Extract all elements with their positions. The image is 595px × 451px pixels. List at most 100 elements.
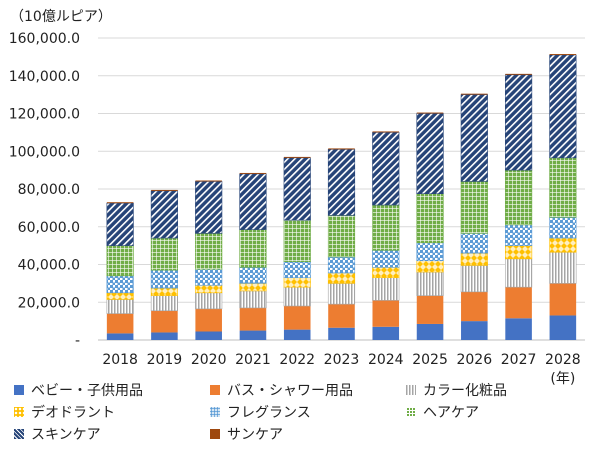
y-tick-label: 140,000.0 — [9, 69, 80, 85]
bar-segment-2019-s3 — [150, 287, 178, 296]
bar-segment-2027-s5 — [505, 169, 533, 226]
bar-segment-2020-s7 — [195, 180, 222, 182]
bar-segment-2022-s0 — [283, 329, 311, 340]
legend-label: バス・シャワー用品 — [227, 383, 353, 399]
legend-item: カラー化粧品 — [406, 380, 507, 400]
legend-label: サンケア — [227, 427, 283, 443]
bar-segment-2019-s6 — [150, 190, 178, 239]
bar-segment-2022-s7 — [283, 156, 311, 158]
bar-segment-2024-s2 — [372, 277, 400, 301]
y-tick-label: 120,000.0 — [9, 107, 80, 123]
bar-segment-2024-s1 — [372, 300, 400, 327]
legend-label: デオドラント — [31, 405, 115, 421]
bar-stack-2023 — [327, 148, 356, 340]
legend-swatch — [406, 385, 416, 395]
legend-label: フレグランス — [227, 405, 311, 421]
bar-segment-2027-s0 — [505, 318, 532, 340]
bar-segment-2027-s7 — [505, 73, 532, 75]
bar-segment-2028-s6 — [549, 54, 577, 159]
bar-segment-2019-s0 — [151, 332, 178, 340]
x-tick-label: 2020 — [191, 352, 227, 368]
bar-stack-2019 — [150, 189, 178, 340]
bar-stack-2028 — [549, 54, 577, 340]
bar-stack-2022 — [283, 156, 311, 340]
legend-label: カラー化粧品 — [423, 383, 507, 399]
bar-segment-2026-s7 — [461, 93, 488, 95]
bar-segment-2025-s4 — [416, 242, 444, 262]
bar-segment-2021-s6 — [239, 173, 267, 230]
bar-segment-2020-s4 — [195, 268, 223, 286]
x-tick-label: 2022 — [279, 352, 315, 368]
bar-segment-2027-s2 — [505, 258, 533, 288]
bar-segment-2018-s4 — [106, 275, 134, 294]
bar-stack-2021 — [239, 172, 267, 340]
legend-swatch — [14, 385, 24, 395]
bar-segment-2021-s1 — [239, 307, 267, 331]
x-tick-label: 2018 — [102, 352, 138, 368]
x-tick-label: 2025 — [412, 352, 448, 368]
legend-item: ヘアケア — [406, 402, 479, 422]
bar-segment-2024-s3 — [372, 267, 400, 279]
bar-segment-2026-s4 — [460, 233, 488, 254]
bar-stack-2018 — [106, 202, 134, 340]
legend-swatch — [14, 407, 24, 417]
bar-segment-2021-s7 — [239, 172, 267, 174]
bar-segment-2018-s6 — [106, 202, 134, 246]
bar-segment-2019-s5 — [150, 237, 178, 271]
bar-segment-2028-s2 — [549, 251, 577, 284]
bar-segment-2024-s6 — [372, 132, 400, 206]
bar-segment-2024-s7 — [372, 131, 400, 133]
x-tick-label: 2021 — [235, 352, 271, 368]
y-tick-label: - — [75, 333, 80, 349]
bar-segment-2023-s4 — [327, 256, 356, 274]
bar-segment-2022-s1 — [283, 306, 311, 330]
bar-segment-2025-s1 — [416, 295, 444, 324]
bar-segment-2023-s7 — [328, 148, 355, 150]
x-tick-label: 2026 — [456, 352, 492, 368]
bar-segment-2020-s3 — [195, 284, 223, 294]
legend-swatch — [210, 385, 220, 395]
bar-segment-2019-s7 — [151, 189, 178, 191]
chart-legend: ベビー・子供用品 バス・シャワー用品 カラー化粧品 デオドラント フレグランス ヘアケアス… — [14, 380, 589, 450]
bar-segment-2026-s2 — [460, 265, 488, 293]
y-tick-label: 100,000.0 — [9, 144, 80, 160]
bar-segment-2018-s1 — [106, 313, 134, 334]
x-tick-label: 2024 — [368, 352, 404, 368]
bar-segment-2026-s5 — [460, 181, 488, 234]
x-tick-label: 2028 — [545, 352, 581, 368]
bar-stack-2024 — [372, 131, 400, 340]
bar-segment-2018-s2 — [106, 299, 134, 314]
bar-segment-2020-s2 — [195, 292, 223, 310]
legend-item: デオドラント — [14, 402, 115, 422]
legend-label: ベビー・子供用品 — [31, 383, 143, 399]
bar-segment-2028-s1 — [549, 283, 577, 316]
bar-segment-2019-s1 — [151, 310, 178, 333]
bar-segment-2025-s0 — [416, 323, 444, 340]
bar-segment-2023-s3 — [327, 272, 356, 284]
bar-segment-2022-s2 — [283, 286, 311, 307]
bar-stack-2025 — [416, 112, 444, 340]
bar-segment-2025-s3 — [416, 260, 444, 273]
bar-segment-2026-s0 — [461, 321, 488, 340]
y-tick-label: 160,000.0 — [9, 31, 80, 47]
bar-segment-2023-s6 — [327, 149, 356, 216]
bar-segment-2028-s5 — [549, 157, 577, 218]
bar-segment-2028-s7 — [549, 54, 577, 55]
legend-swatch — [210, 429, 220, 439]
bar-segment-2018-s5 — [106, 245, 134, 277]
bar-segment-2018-s0 — [106, 333, 134, 340]
bar-segment-2021-s2 — [239, 290, 267, 309]
bar-segment-2023-s0 — [328, 327, 355, 340]
bar-segment-2023-s1 — [328, 304, 355, 328]
x-tick-label: 2019 — [147, 352, 183, 368]
legend-item: サンケア — [210, 424, 283, 444]
bar-segment-2022-s6 — [283, 157, 311, 221]
bar-segment-2027-s3 — [505, 245, 533, 260]
bar-segment-2026-s1 — [461, 291, 488, 322]
legend-swatch — [210, 407, 220, 417]
bar-segment-2020-s1 — [195, 308, 222, 332]
bar-stack-2026 — [460, 93, 488, 340]
bar-segment-2018-s7 — [106, 202, 134, 204]
legend-swatch — [14, 429, 24, 439]
bar-segment-2019-s4 — [150, 269, 178, 289]
